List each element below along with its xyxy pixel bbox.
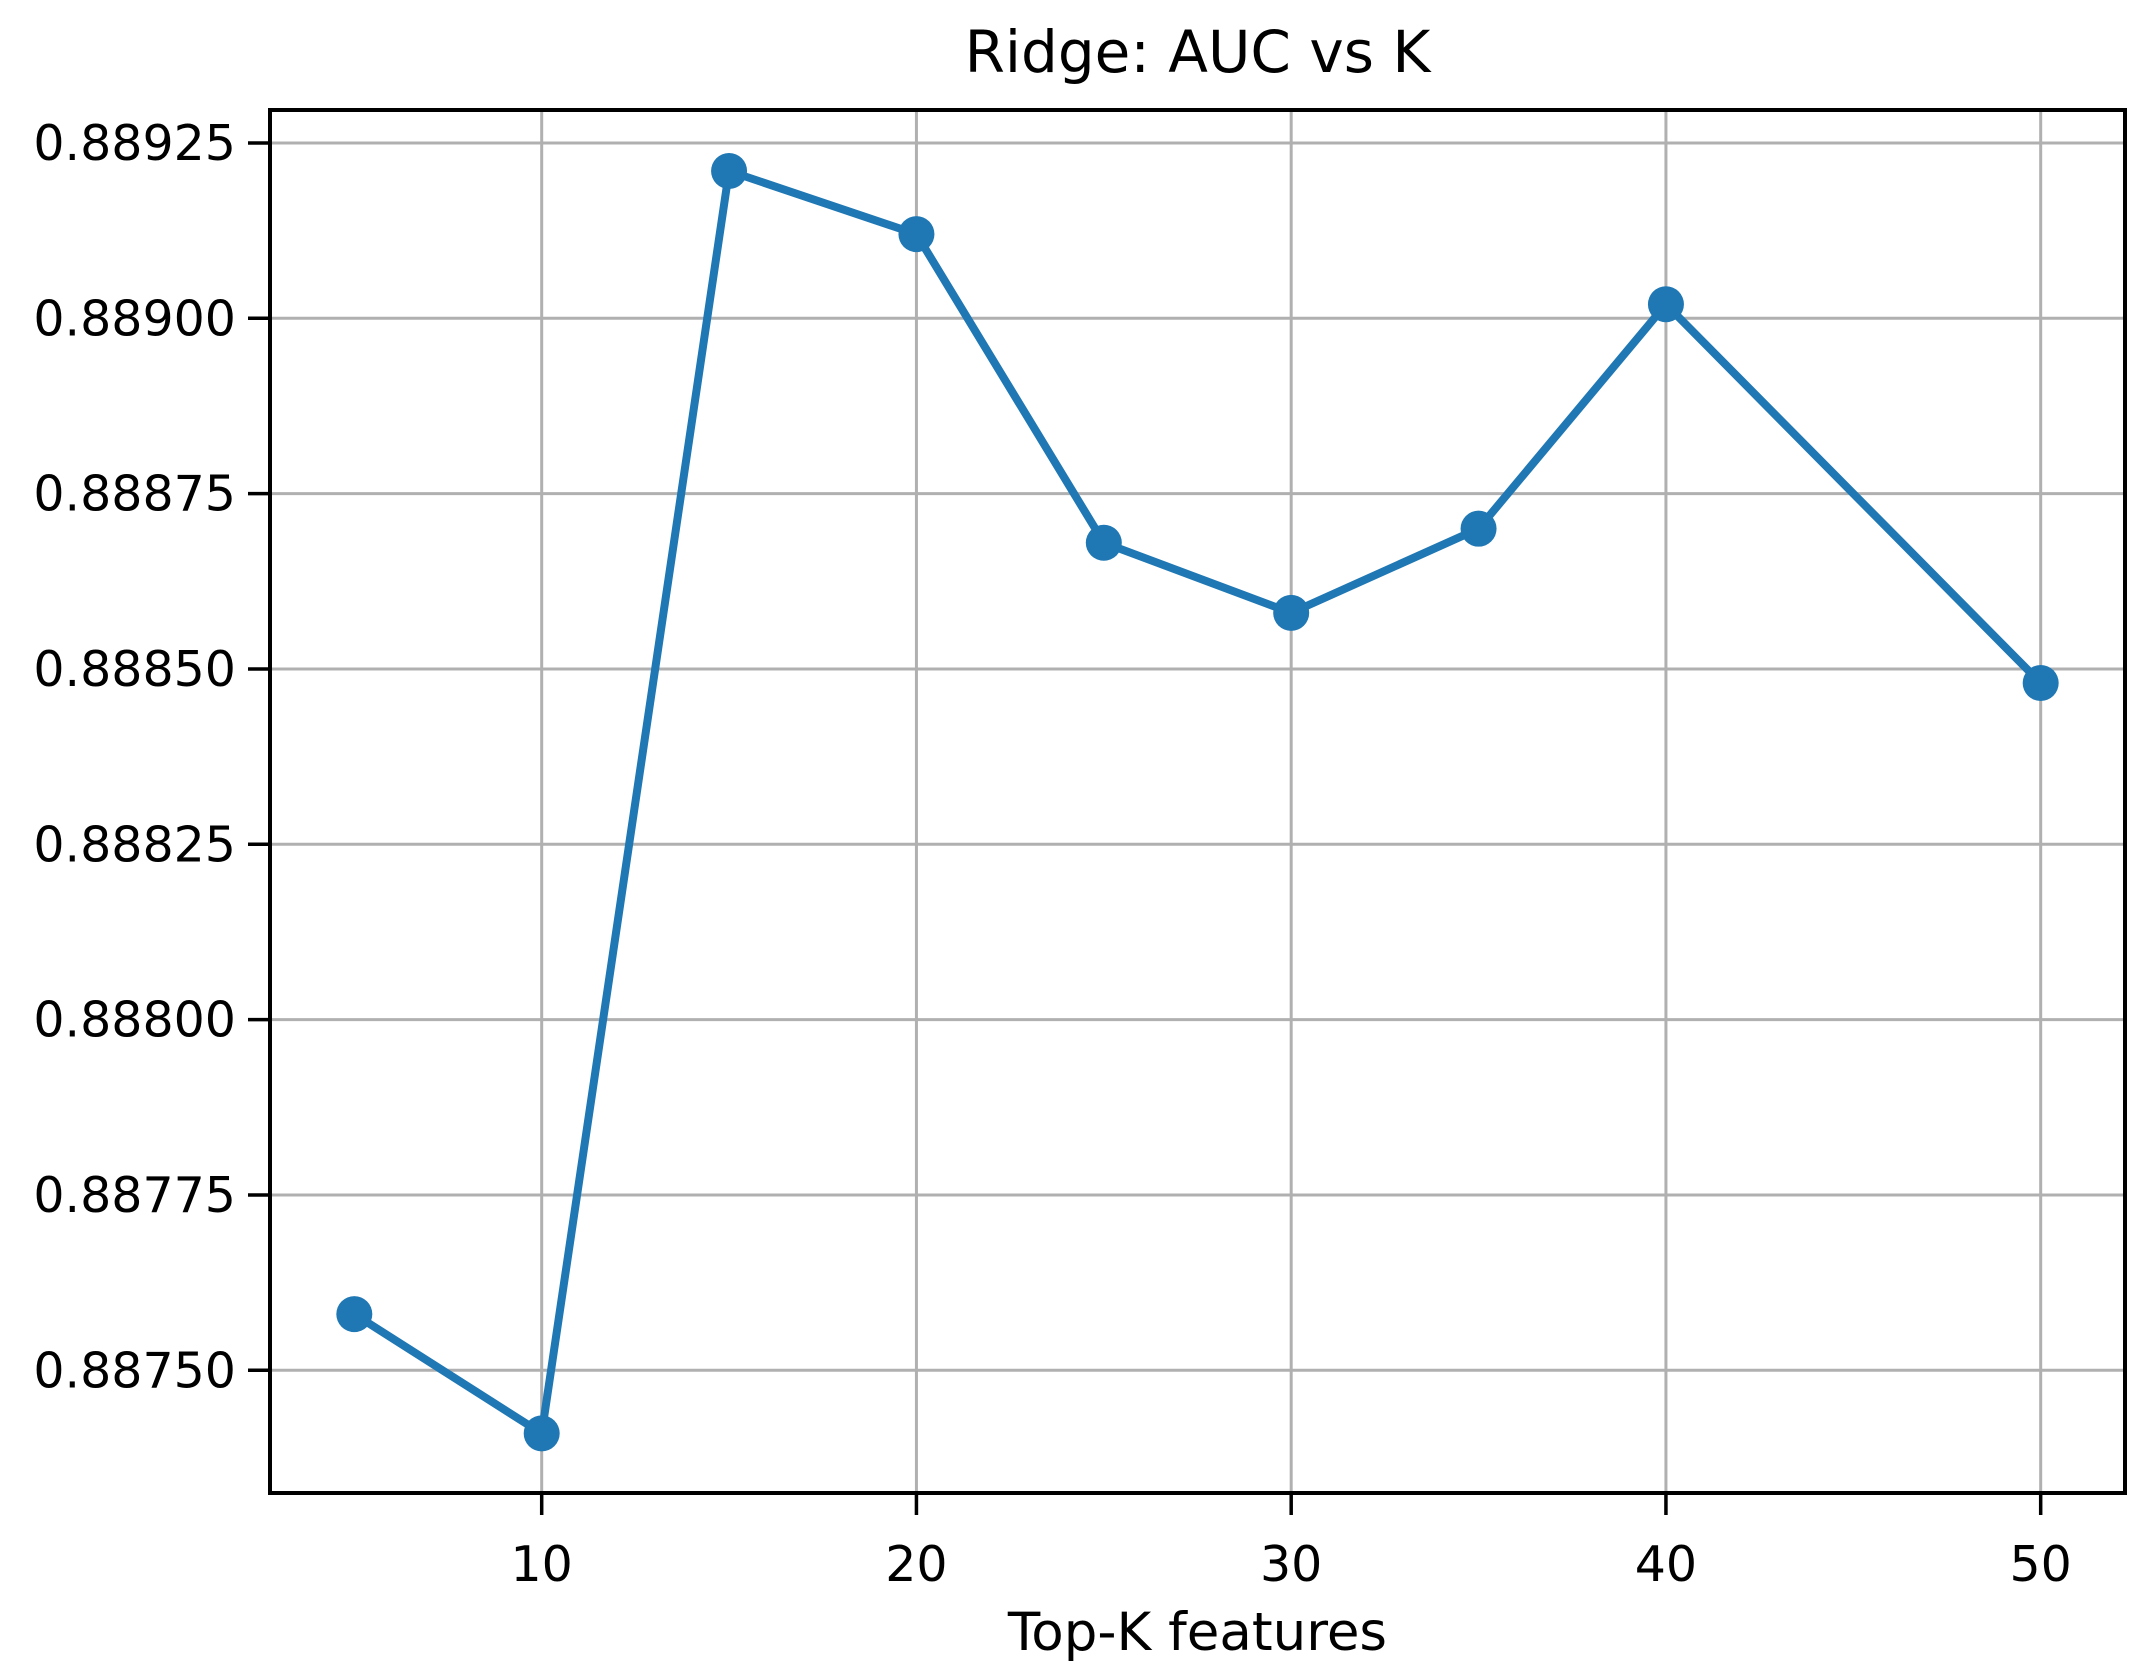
x-tick-label: 50 <box>2010 1536 2072 1593</box>
y-tick-label: 0.88825 <box>33 816 236 873</box>
data-point <box>1085 524 1122 561</box>
plot-border <box>268 108 2127 1495</box>
y-tick-label: 0.88925 <box>33 115 236 172</box>
data-point <box>1647 286 1684 323</box>
data-point <box>523 1415 560 1452</box>
grid-layer <box>270 110 2125 1493</box>
y-tick-label: 0.88750 <box>33 1342 236 1399</box>
series-layer <box>336 153 2059 1452</box>
chart-title: Ridge: AUC vs K <box>965 18 1433 86</box>
y-tick-label: 0.88800 <box>33 992 236 1049</box>
x-tick-label: 30 <box>1260 1536 1322 1593</box>
x-tick-label: 20 <box>885 1536 947 1593</box>
y-tick-label: 0.88850 <box>33 641 236 698</box>
data-point <box>898 216 935 253</box>
y-tick-label: 0.88900 <box>33 290 236 347</box>
axes-layer <box>248 108 2127 1515</box>
data-point <box>336 1296 373 1333</box>
data-point <box>1460 510 1497 547</box>
data-point <box>1273 594 1310 631</box>
ticklabel-layer: 10 20 30 40 50 0.88750 0.88775 0.88800 0.88825 0.… <box>33 115 2072 1593</box>
y-tick-label: 0.88875 <box>33 466 236 523</box>
x-tick-label: 40 <box>1635 1536 1697 1593</box>
series-line <box>350 167 2045 1438</box>
y-tick-label: 0.88775 <box>33 1167 236 1224</box>
x-axis-label: Top-K features <box>1007 1602 1387 1663</box>
x-tick-label: 10 <box>511 1536 573 1593</box>
data-point <box>2022 664 2059 701</box>
data-point <box>711 153 748 190</box>
